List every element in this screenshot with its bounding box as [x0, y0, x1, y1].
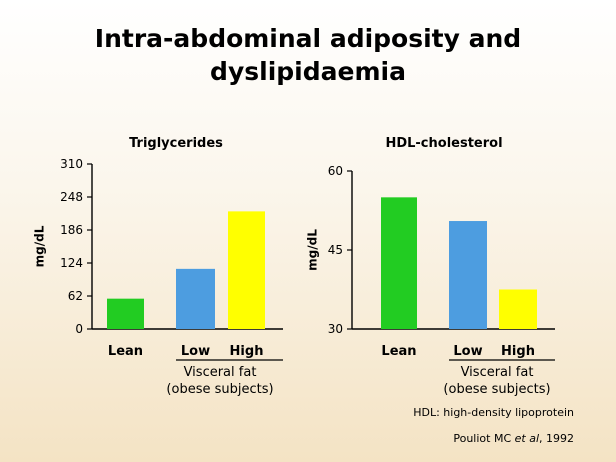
tg-group-label-line-1: Visceral fat — [184, 365, 257, 380]
hdl-bar-high — [499, 289, 537, 329]
tg-y-tick-label-1: 62 — [68, 289, 83, 303]
hdl-y-axis-label: mg/dL — [306, 229, 320, 271]
hdl-group-label-line-2: (obese subjects) — [443, 382, 550, 397]
tg-category-label-lean: Lean — [108, 344, 143, 359]
tg-y-tick-label-0: 0 — [75, 322, 83, 336]
hdl-category-label-lean: Lean — [381, 344, 416, 359]
tg-y-tick-label-3: 186 — [60, 223, 83, 237]
citation-year: , 1992 — [539, 432, 574, 445]
tg-chart-title: Triglycerides — [129, 136, 223, 151]
tg-y-tick-label-4: 248 — [60, 190, 83, 204]
tg-bar-lean — [107, 298, 144, 329]
tg-group-label-line-2: (obese subjects) — [166, 382, 273, 397]
tg-y-axis-label: mg/dL — [33, 225, 47, 267]
tg-category-label-high: High — [230, 344, 264, 359]
hdl-y-tick-label-2: 60 — [328, 164, 343, 178]
slide-title: Intra-abdominal adiposity and dyslipidae… — [0, 22, 616, 88]
citation-footnote: Pouliot MC et al, 1992 — [453, 432, 574, 445]
hdl-category-label-high: High — [501, 344, 535, 359]
title-line-2: dyslipidaemia — [210, 57, 406, 86]
abbreviation-footnote: HDL: high-density lipoprotein — [413, 406, 574, 419]
hdl-category-label-low: Low — [453, 344, 482, 359]
hdl-chart-title: HDL-cholesterol — [385, 136, 502, 151]
hdl-group-label-line-1: Visceral fat — [461, 365, 534, 380]
tg-y-tick-label-2: 124 — [60, 256, 83, 270]
tg-bar-low — [176, 268, 215, 329]
citation-author: Pouliot MC — [453, 432, 515, 445]
hdl-bar-lean — [381, 197, 417, 329]
tg-y-tick-label-5: 310 — [60, 157, 83, 171]
hdl-y-tick-label-1: 45 — [328, 243, 343, 257]
tg-bar-high — [228, 211, 265, 329]
citation-etal: et al — [514, 432, 539, 445]
title-line-1: Intra-abdominal adiposity and — [94, 24, 522, 53]
hdl-y-tick-label-0: 30 — [328, 322, 343, 336]
tg-category-label-low: Low — [181, 344, 210, 359]
hdl-bar-low — [449, 221, 487, 329]
